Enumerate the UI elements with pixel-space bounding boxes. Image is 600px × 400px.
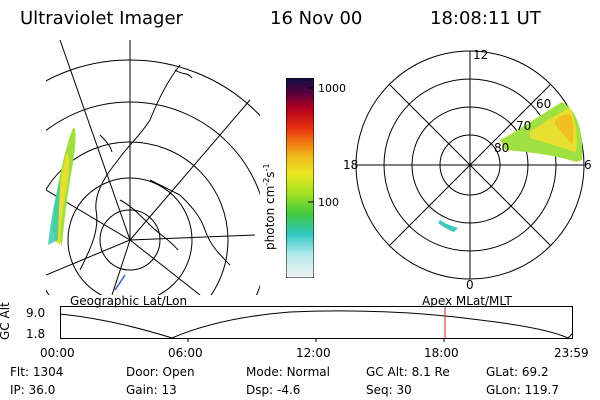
glat-value: 69.2 [521, 365, 549, 379]
unit-exp-1: -2 [262, 177, 271, 186]
unit-exp-2: -1 [262, 163, 271, 172]
glon-label: GLon: [486, 383, 521, 397]
unit-text: photon cm [263, 185, 277, 250]
status-dsp: Dsp: -4.6 [246, 383, 300, 397]
gcalt-value: 8.1 Re [411, 365, 450, 379]
mlat-label-70: 70 [516, 119, 531, 133]
altitude-tick-9: 9.0 [26, 306, 46, 320]
status-flt: Flt: 1304 [10, 365, 63, 379]
time-tick-1800: 18:00 [424, 346, 459, 360]
gain-label: Gain: [126, 383, 158, 397]
color-scale-bar [286, 78, 314, 278]
ip-value: 36.0 [28, 383, 56, 397]
gcalt-label: GC Alt: [366, 365, 408, 379]
status-glat: GLat: 69.2 [486, 365, 549, 379]
polar-caption: Apex MLat/MLT [422, 294, 512, 308]
time-tick-1200: 12:00 [296, 346, 331, 360]
geographic-map [46, 40, 260, 295]
colorbar-unit-label: photon cm-2s-1 [262, 163, 277, 250]
status-seq: Seq: 30 [366, 383, 412, 397]
dsp-value: -4.6 [276, 383, 301, 397]
altitude-axis-label: GC Alt [0, 302, 12, 340]
time-tick-2359: 23:59 [554, 346, 589, 360]
mlt-label-12: 12 [473, 48, 488, 62]
polar-mlt-plot: 12 18 0 6 60 70 80 [343, 48, 592, 292]
ip-label: IP: [10, 383, 25, 397]
seq-value: 30 [396, 383, 412, 397]
dsp-label: Dsp: [246, 383, 274, 397]
polar-aurora-emission [438, 102, 583, 232]
instrument-title: Ultraviolet Imager [20, 8, 183, 29]
status-gc-alt: GC Alt: 8.1 Re [366, 365, 450, 379]
glat-label: GLat: [486, 365, 519, 379]
door-label: Door: [126, 365, 159, 379]
status-door: Door: Open [126, 365, 195, 379]
mlat-label-60: 60 [536, 97, 551, 111]
altitude-tick-1-8: 1.8 [26, 327, 46, 341]
gain-value: 13 [161, 383, 177, 397]
altitude-timeline [60, 306, 573, 342]
flt-value: 1304 [32, 365, 64, 379]
seq-label: Seq: [366, 383, 393, 397]
map-caption: Geographic Lat/Lon [70, 294, 188, 308]
mlt-label-6: 6 [584, 158, 592, 172]
aurora-emission [48, 128, 76, 245]
mlt-label-18: 18 [343, 158, 358, 172]
time-tick-0600: 06:00 [168, 346, 203, 360]
mode-label: Mode: [246, 365, 283, 379]
colorbar-tick-100: 100 [318, 196, 339, 209]
time-tick-0000: 00:00 [40, 346, 75, 360]
colorbar-tick-1000: 1000 [318, 82, 346, 95]
mode-value: Normal [286, 365, 330, 379]
mlt-label-0: 0 [466, 278, 474, 292]
status-ip: IP: 36.0 [10, 383, 55, 397]
status-mode: Mode: Normal [246, 365, 330, 379]
unit-text-s: s [263, 171, 277, 178]
mlat-label-80: 80 [494, 141, 509, 155]
date-label: 16 Nov 00 [270, 8, 363, 29]
time-label: 18:08:11 UT [430, 8, 541, 29]
status-gain: Gain: 13 [126, 383, 177, 397]
door-value: Open [162, 365, 195, 379]
glon-value: 119.7 [524, 383, 559, 397]
status-glon: GLon: 119.7 [486, 383, 559, 397]
flt-label: Flt: [10, 365, 29, 379]
